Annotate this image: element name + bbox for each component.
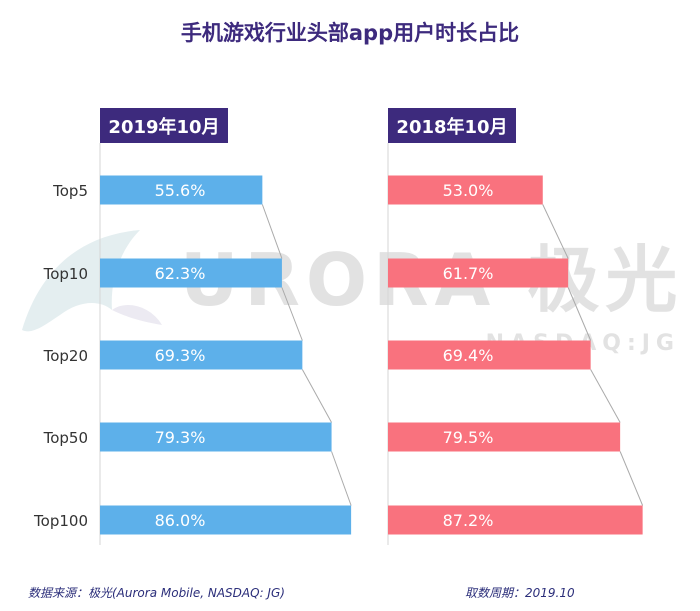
bar-2019-top20 <box>100 340 303 370</box>
series-header-2019: 2019年10月 <box>108 116 219 138</box>
bar-2019-top10 <box>100 258 282 288</box>
bar-2018-top5 <box>388 175 543 205</box>
footer-source: 数据来源：极光(Aurora Mobile, NASDAQ: JG) <box>28 586 285 600</box>
bar-2019-top50 <box>100 422 332 452</box>
data-label-2018-top100: 87.2% <box>443 511 494 530</box>
bar-2019-top5 <box>100 175 263 205</box>
bar-2018-top10 <box>388 258 569 288</box>
category-labels: Top5 Top10 Top20 Top50 Top100 <box>33 182 88 530</box>
data-label-2019-top100: 86.0% <box>155 511 206 530</box>
connector-line-2019-2 <box>301 369 332 423</box>
bar-2018-top100 <box>388 505 643 535</box>
aurora-logo-icon <box>22 230 140 332</box>
connector-line-2019-0 <box>261 204 283 259</box>
connector-line-2018-0 <box>542 204 569 259</box>
bar-2018-top50 <box>388 422 621 452</box>
data-label-2019-top10: 62.3% <box>155 264 206 283</box>
bars: 55.6% 62.3% 69.3% 79.3% 86.0% 53.0% 61.7% 69.4%… <box>100 175 643 535</box>
connector-line-2018-3 <box>619 451 644 506</box>
bar-2019-top100 <box>100 505 352 535</box>
data-label-2018-top20: 69.4% <box>443 346 494 365</box>
data-label-2018-top10: 61.7% <box>443 264 494 283</box>
category-label-top50: Top50 <box>43 429 88 447</box>
connector-line-2018-1 <box>567 287 592 341</box>
aurora-logo-accent-icon <box>112 305 162 325</box>
data-label-2019-top50: 79.3% <box>155 428 206 447</box>
watermark: URORA 极光 NASDAQ:JG <box>22 230 677 356</box>
bar-2018-top20 <box>388 340 591 370</box>
footer-period: 取数周期：2019.10 <box>465 586 575 600</box>
series-header-2018: 2018年10月 <box>396 116 507 138</box>
category-label-top20: Top20 <box>43 347 88 365</box>
category-label-top10: Top10 <box>43 265 88 283</box>
category-label-top5: Top5 <box>52 182 88 200</box>
data-label-2019-top5: 55.6% <box>155 181 206 200</box>
chart-title: 手机游戏行业头部app用户时长占比 <box>181 21 519 45</box>
category-label-top100: Top100 <box>33 512 88 530</box>
connector-lines <box>261 204 644 506</box>
data-label-2018-top50: 79.5% <box>443 428 494 447</box>
series-header-2018-bg <box>388 108 516 143</box>
data-label-2018-top5: 53.0% <box>443 181 494 200</box>
data-label-2019-top20: 69.3% <box>155 346 206 365</box>
connector-line-2018-2 <box>590 369 621 423</box>
connector-line-2019-3 <box>331 451 352 506</box>
series-header-2019-bg <box>100 108 228 143</box>
connector-line-2019-1 <box>281 287 303 341</box>
